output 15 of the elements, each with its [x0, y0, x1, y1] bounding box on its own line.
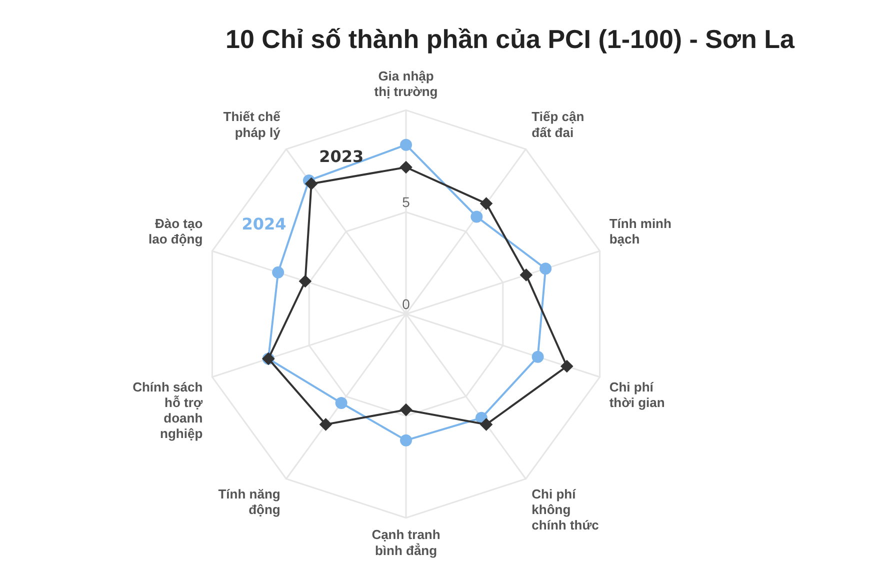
- spoke-label: Tính năng động: [218, 486, 280, 517]
- spoke-label: Gia nhập thị trường: [374, 68, 438, 99]
- spoke-label: Chính sách hỗ trợ doanh nghiệp: [132, 379, 204, 442]
- y-tick-label: 0: [402, 296, 410, 312]
- spoke-label: Thiết chế pháp lý: [223, 109, 282, 140]
- series-label: 2024: [242, 214, 286, 234]
- spoke-label: Cạnh tranh bình đẳng: [372, 527, 440, 558]
- series-label: 2023: [319, 146, 364, 166]
- spoke-label: Tiếp cận đất đai: [532, 109, 584, 140]
- y-tick-label: 5: [402, 194, 410, 210]
- spoke-label: Chi phí không chính thức: [532, 486, 599, 533]
- spoke-label: Tính minh bạch: [609, 216, 672, 247]
- chart-title: 10 Chỉ số thành phần của PCI (1-100) - Sơn La: [224, 23, 796, 56]
- spoke-label: Đào tạo lao động: [148, 216, 203, 247]
- spoke-label: Chi phí thời gian: [609, 379, 665, 410]
